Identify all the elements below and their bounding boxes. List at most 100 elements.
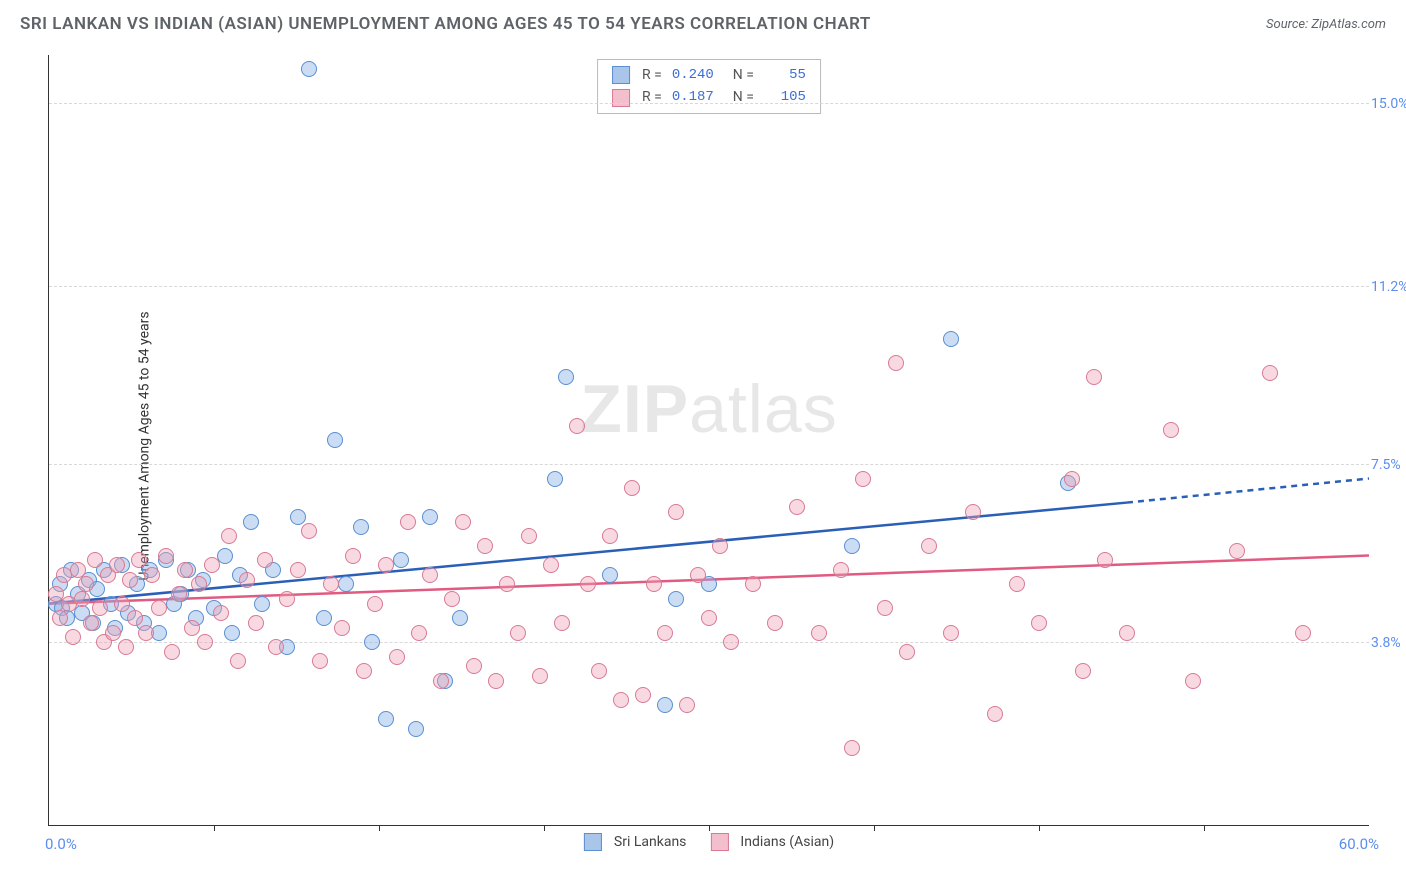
data-point bbox=[353, 519, 369, 535]
bottom-legend: Sri Lankans Indians (Asian) bbox=[584, 833, 834, 851]
data-point bbox=[144, 567, 160, 583]
gridline: 3.8% bbox=[49, 642, 1369, 643]
data-point bbox=[602, 567, 618, 583]
data-point bbox=[290, 509, 306, 525]
data-point bbox=[87, 552, 103, 568]
data-point bbox=[323, 576, 339, 592]
data-point bbox=[477, 538, 493, 554]
data-point bbox=[393, 552, 409, 568]
data-point bbox=[712, 538, 728, 554]
data-point bbox=[52, 610, 68, 626]
data-point bbox=[316, 610, 332, 626]
data-point bbox=[70, 562, 86, 578]
data-point bbox=[138, 625, 154, 641]
data-point bbox=[723, 634, 739, 650]
data-point bbox=[1097, 552, 1113, 568]
data-point bbox=[279, 591, 295, 607]
gridline: 7.5% bbox=[49, 464, 1369, 465]
data-point bbox=[844, 740, 860, 756]
data-point bbox=[668, 591, 684, 607]
data-point bbox=[334, 620, 350, 636]
data-point bbox=[197, 634, 213, 650]
stats-legend: R =0.240 N =55R =0.187 N =105 bbox=[597, 59, 821, 114]
data-point bbox=[118, 639, 134, 655]
data-point bbox=[543, 557, 559, 573]
data-point bbox=[844, 538, 860, 554]
legend-item: Indians (Asian) bbox=[710, 833, 834, 851]
data-point bbox=[789, 499, 805, 515]
data-point bbox=[378, 711, 394, 727]
data-point bbox=[327, 432, 343, 448]
data-point bbox=[701, 610, 717, 626]
data-point bbox=[184, 620, 200, 636]
data-point bbox=[646, 576, 662, 592]
data-point bbox=[1064, 471, 1080, 487]
data-point bbox=[122, 572, 138, 588]
y-tick-label: 7.5% bbox=[1371, 457, 1406, 473]
data-point bbox=[83, 615, 99, 631]
stats-row: R =0.187 N =105 bbox=[612, 86, 806, 108]
data-point bbox=[635, 687, 651, 703]
x-min-label: 0.0% bbox=[45, 835, 77, 853]
data-point bbox=[624, 480, 640, 496]
data-point bbox=[422, 567, 438, 583]
data-point bbox=[1229, 543, 1245, 559]
data-point bbox=[422, 509, 438, 525]
x-tick bbox=[214, 825, 215, 831]
data-point bbox=[1075, 663, 1091, 679]
data-point bbox=[657, 697, 673, 713]
data-point bbox=[92, 600, 108, 616]
data-point bbox=[569, 418, 585, 434]
data-point bbox=[444, 591, 460, 607]
data-point bbox=[221, 528, 237, 544]
chart-title: SRI LANKAN VS INDIAN (ASIAN) UNEMPLOYMEN… bbox=[20, 14, 871, 34]
r-value: 0.240 bbox=[668, 64, 714, 86]
r-value: 0.187 bbox=[668, 86, 714, 108]
y-tick-label: 15.0% bbox=[1371, 96, 1406, 112]
data-point bbox=[767, 615, 783, 631]
x-tick bbox=[1204, 825, 1205, 831]
data-point bbox=[1009, 576, 1025, 592]
data-point bbox=[191, 576, 207, 592]
y-tick-label: 11.2% bbox=[1371, 279, 1406, 295]
data-point bbox=[127, 610, 143, 626]
y-tick-label: 3.8% bbox=[1371, 635, 1406, 651]
data-point bbox=[921, 538, 937, 554]
data-point bbox=[177, 562, 193, 578]
data-point bbox=[499, 576, 515, 592]
x-tick bbox=[379, 825, 380, 831]
data-point bbox=[114, 596, 130, 612]
data-point bbox=[204, 557, 220, 573]
data-point bbox=[408, 721, 424, 737]
data-point bbox=[591, 663, 607, 679]
data-point bbox=[488, 673, 504, 689]
data-point bbox=[521, 528, 537, 544]
data-point bbox=[312, 653, 328, 669]
data-point bbox=[602, 528, 618, 544]
data-point bbox=[239, 572, 255, 588]
data-point bbox=[1119, 625, 1135, 641]
gridline: 11.2% bbox=[49, 286, 1369, 287]
legend-item: Sri Lankans bbox=[584, 833, 687, 851]
data-point bbox=[217, 548, 233, 564]
data-point bbox=[411, 625, 427, 641]
data-point bbox=[1262, 365, 1278, 381]
data-point bbox=[455, 514, 471, 530]
data-point bbox=[855, 471, 871, 487]
x-tick bbox=[1039, 825, 1040, 831]
legend-swatch bbox=[584, 833, 602, 851]
data-point bbox=[943, 625, 959, 641]
data-point bbox=[1086, 369, 1102, 385]
data-point bbox=[558, 369, 574, 385]
data-point bbox=[613, 692, 629, 708]
legend-label: Sri Lankans bbox=[614, 834, 687, 850]
data-point bbox=[510, 625, 526, 641]
x-tick bbox=[709, 825, 710, 831]
plot-area: ZIPatlas R =0.240 N =55R =0.187 N =105 0… bbox=[48, 55, 1369, 826]
legend-swatch bbox=[612, 66, 630, 84]
data-point bbox=[131, 552, 147, 568]
data-point bbox=[171, 586, 187, 602]
source-label: Source: ZipAtlas.com bbox=[1266, 17, 1386, 32]
data-point bbox=[679, 697, 695, 713]
data-point bbox=[268, 639, 284, 655]
